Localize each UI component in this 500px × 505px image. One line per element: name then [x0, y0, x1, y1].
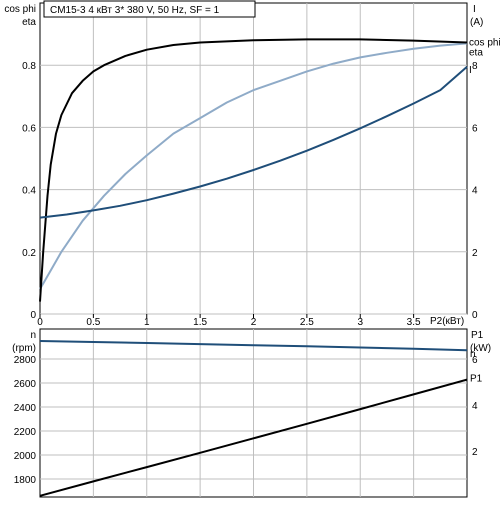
power-p1-series-label: P1 — [470, 374, 483, 385]
y-axis-label-speed: n — [30, 330, 36, 341]
x-tick-label: 3 — [357, 317, 363, 328]
x-tick-label: 2 — [251, 317, 257, 328]
top-y-tick-label: 0.8 — [22, 61, 36, 72]
bottom-y2-tick-label: 6 — [472, 355, 478, 366]
bottom-y2-tick-label: 4 — [472, 401, 478, 412]
top-y2-tick-label: 4 — [472, 186, 478, 197]
x-ticks: 0 0.5 1 1.5 2 2.5 3 3.5 — [37, 314, 421, 328]
header-box — [43, 0, 256, 18]
bottom-y-tick-label: 2800 — [14, 355, 37, 366]
bottom-y-ticks: 1800 2000 2200 2400 2600 2800 — [14, 355, 37, 486]
top-y2-ticks: 0 2 4 6 8 — [472, 61, 478, 321]
top-y-tick-label: 0.6 — [22, 123, 36, 134]
eta-curve — [39, 38, 468, 302]
eta-series-label: eta — [469, 47, 483, 58]
y-axis-label-cosphi: cos phi — [4, 4, 36, 15]
speed-series-label: n — [470, 349, 476, 360]
bottom-grid — [40, 329, 467, 497]
bottom-y-tick-label: 2400 — [14, 403, 37, 414]
current-series-label: I — [469, 65, 472, 76]
cos-phi-series-label: cos phi — [469, 37, 500, 48]
top-y-tick-label: 0.4 — [22, 186, 36, 197]
header-text: CM15-3 4 кВт 3* 380 V, 50 Hz, SF = 1 — [50, 5, 220, 16]
top-y2-tick-label: 6 — [472, 123, 478, 134]
x-tick-label: 1 — [144, 317, 150, 328]
bottom-y2-tick-label: 2 — [472, 447, 478, 458]
bottom-y-tick-label: 2200 — [14, 427, 37, 438]
top-y-tick-label: 0.2 — [22, 248, 36, 259]
top-y2-tick-label: 8 — [472, 61, 478, 72]
current-curve — [39, 66, 468, 219]
bottom-y-tick-label: 2000 — [14, 451, 37, 462]
top-y-ticks: 0 0.2 0.4 0.6 0.8 — [22, 61, 36, 321]
bottom-y2-ticks: 2 4 6 — [472, 355, 478, 458]
power-p1-curve — [39, 378, 468, 497]
top-y-tick-label: 0 — [30, 310, 36, 321]
x-tick-label: 3.5 — [407, 317, 421, 328]
bottom-y-tick-label: 2600 — [14, 379, 37, 390]
y2-axis-label-power-unit: (kW) — [470, 343, 491, 354]
speed-curve — [39, 340, 468, 352]
x-tick-label: 0 — [37, 317, 43, 328]
top-y2-tick-label: 2 — [472, 248, 478, 259]
y-axis-label-speed-unit: (rpm) — [12, 343, 36, 354]
x-tick-label: 0.5 — [86, 317, 100, 328]
y2-axis-label-power: P1 — [471, 330, 484, 341]
x-tick-label: 1.5 — [193, 317, 207, 328]
y2-axis-label-current: I — [473, 4, 476, 15]
y2-axis-label-current-unit: (A) — [470, 17, 483, 28]
top-y2-tick-label: 0 — [472, 310, 478, 321]
cos-phi-curve — [39, 42, 468, 290]
y-axis-label-eta: eta — [22, 17, 36, 28]
bottom-series: n P1 — [39, 340, 483, 497]
bottom-y-tick-label: 1800 — [14, 475, 37, 486]
x-axis-label: P2(кВт) — [430, 316, 464, 327]
x-tick-label: 2.5 — [300, 317, 314, 328]
